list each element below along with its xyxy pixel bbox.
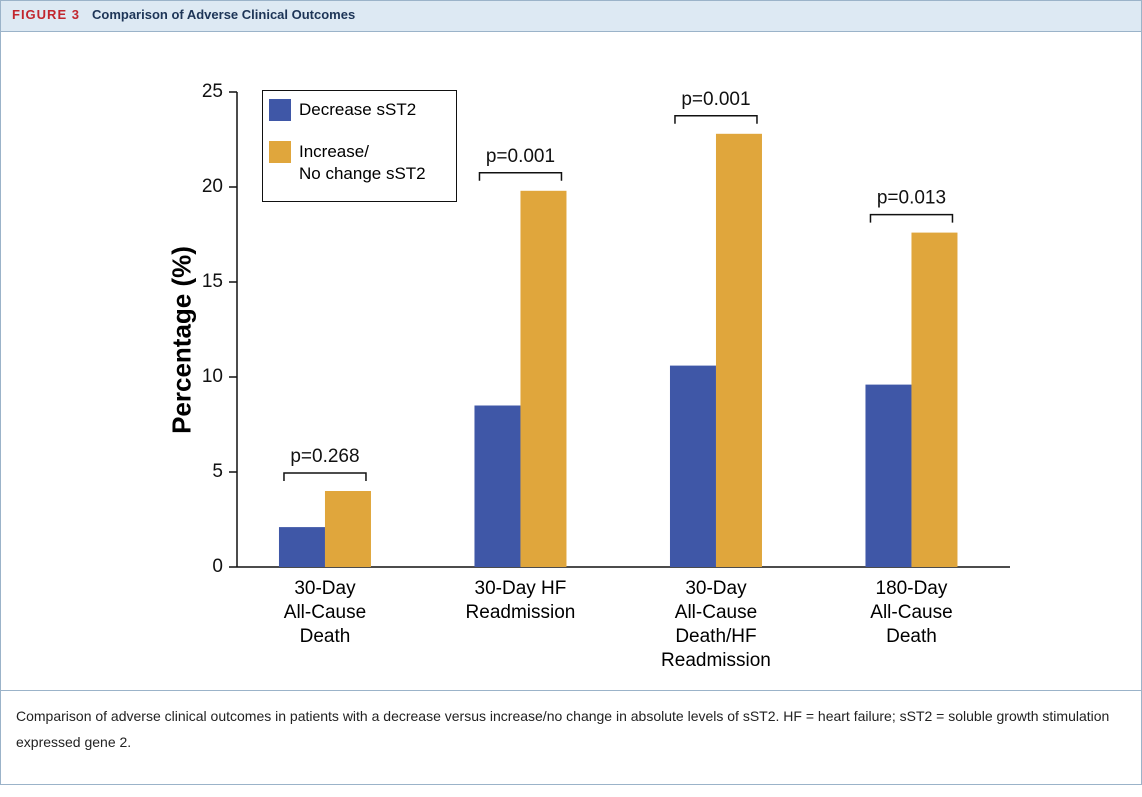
x-tick-label: 30-Day HF Readmission — [465, 578, 576, 623]
y-axis-label: Percentage (%) — [166, 246, 197, 434]
y-tick-label: 25 — [202, 81, 223, 102]
legend-label: Decrease sST2 — [299, 100, 417, 119]
y-tick-label: 0 — [212, 556, 223, 577]
legend-item: Increase/ No change sST2 — [269, 141, 426, 185]
annotation: p=0.001 — [681, 89, 750, 110]
significance-bracket — [283, 472, 367, 481]
y-tick-label: 15 — [202, 271, 223, 292]
caption: Comparison of adverse clinical outcomes … — [16, 708, 1110, 750]
bar — [669, 365, 716, 567]
legend: Decrease sST2 Increase/ No change sST2 — [262, 90, 457, 202]
bar — [474, 405, 521, 567]
divider — [0, 690, 1142, 691]
annotation: p=0.268 — [290, 446, 359, 467]
bar — [520, 190, 567, 568]
y-tick-label: 5 — [212, 461, 223, 482]
figure-header — [0, 0, 1142, 32]
bar — [278, 527, 325, 567]
significance-bracket — [869, 213, 954, 223]
bar — [324, 491, 371, 567]
figure-title: Comparison of Adverse Clinical Outcomes — [92, 7, 356, 22]
x-tick-label: 30-Day All-Cause Death — [283, 578, 367, 647]
significance-bracket — [478, 172, 563, 181]
x-tick-label: 30-Day All-Cause Death/HF Readmission — [661, 578, 771, 671]
bar — [865, 384, 912, 567]
significance-bracket — [674, 115, 758, 124]
legend-item: Decrease sST2 — [269, 99, 416, 121]
y-tick-label: 10 — [202, 366, 223, 387]
legend-swatch — [269, 141, 291, 163]
bar — [911, 232, 958, 567]
y-tick-label: 20 — [202, 176, 223, 197]
annotation: p=0.013 — [877, 188, 946, 209]
figure-label: FIGURE 3 — [12, 7, 80, 22]
annotation: p=0.001 — [486, 146, 555, 167]
legend-label: Increase/ No change sST2 — [299, 142, 426, 183]
x-tick-label: 180-Day All-Cause Death — [870, 578, 953, 647]
legend-swatch — [269, 99, 291, 121]
bar — [715, 133, 762, 568]
